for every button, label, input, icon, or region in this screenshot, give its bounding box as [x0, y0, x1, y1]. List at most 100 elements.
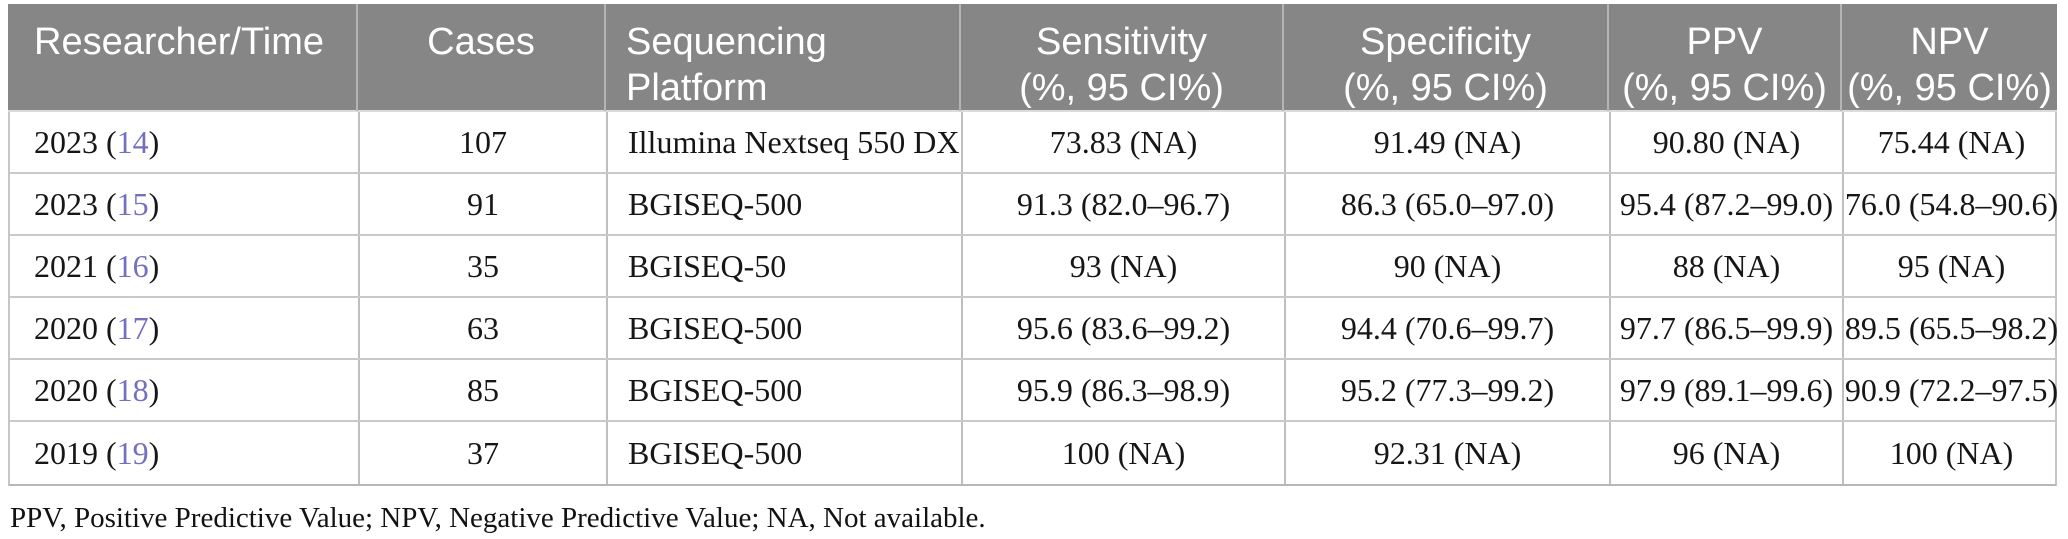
citation-close-paren: )	[148, 372, 160, 408]
column-header-line: NPV	[1910, 21, 1989, 63]
cell-npv: 100 (NA)	[1842, 422, 2059, 484]
column-header-line: Platform	[626, 67, 768, 109]
row-year: 2023	[34, 186, 98, 222]
cell-ppv: 97.9 (89.1–99.6)	[1609, 360, 1842, 420]
cell-sensitivity: 91.3 (82.0–96.7)	[961, 174, 1284, 234]
citation-open-paren: (	[98, 124, 117, 160]
citation-open-paren: (	[98, 372, 117, 408]
cell-npv: 76.0 (54.8–90.6)	[1842, 174, 2059, 234]
cell-researcher-time: 2020 (18)	[10, 360, 358, 420]
cell-specificity: 94.4 (70.6–99.7)	[1284, 298, 1609, 358]
citation-close-paren: )	[148, 310, 160, 346]
cell-sequencing-platform: BGISEQ-500	[606, 422, 961, 484]
row-year: 2019	[34, 435, 98, 471]
column-header-line: Sensitivity	[1035, 21, 1208, 63]
citation-link[interactable]: 17	[116, 310, 149, 346]
table-row: 2023 (14) 107 Illumina Nextseq 550 DX 73…	[10, 112, 2055, 174]
cell-npv: 75.44 (NA)	[1842, 112, 2059, 172]
cell-ppv: 96 (NA)	[1609, 422, 1842, 484]
cell-npv: 89.5 (65.5–98.2)	[1842, 298, 2059, 358]
cell-specificity: 91.49 (NA)	[1284, 112, 1609, 172]
column-header-line: (%, 95 CI%)	[1622, 67, 1827, 109]
cell-researcher-time: 2023 (15)	[10, 174, 358, 234]
cell-specificity: 86.3 (65.0–97.0)	[1284, 174, 1609, 234]
researcher-time-text: 2020 (17)	[34, 310, 159, 346]
cell-researcher-time: 2019 (19)	[10, 422, 358, 484]
cell-sensitivity: 95.6 (83.6–99.2)	[961, 298, 1284, 358]
cell-cases: 63	[358, 298, 606, 358]
researcher-time-text: 2019 (19)	[34, 435, 159, 471]
table-header-row: Researcher/Time Cases Sequencing Platform…	[8, 4, 2057, 112]
citation-close-paren: )	[148, 248, 160, 284]
table-body: 2023 (14) 107 Illumina Nextseq 550 DX 73…	[8, 112, 2058, 486]
cell-specificity: 92.31 (NA)	[1284, 422, 1609, 484]
cell-researcher-time: 2021 (16)	[10, 236, 358, 296]
row-year: 2023	[34, 124, 98, 160]
column-header-line: (%, 95 CI%)	[1847, 67, 2052, 109]
cell-sensitivity: 73.83 (NA)	[961, 112, 1284, 172]
table-row: 2020 (18) 85 BGISEQ-500 95.9 (86.3–98.9)…	[10, 360, 2058, 422]
researcher-time-text: 2023 (15)	[34, 186, 159, 222]
cell-ppv: 88 (NA)	[1609, 236, 1842, 296]
citation-link[interactable]: 16	[116, 248, 149, 284]
researcher-time-text: 2020 (18)	[34, 372, 159, 408]
cell-ppv: 90.80 (NA)	[1609, 112, 1842, 172]
citation-link[interactable]: 14	[116, 124, 149, 160]
cell-sequencing-platform: BGISEQ-500	[606, 174, 961, 234]
citation-close-paren: )	[148, 124, 160, 160]
citation-open-paren: (	[98, 435, 117, 471]
citation-close-paren: )	[148, 186, 160, 222]
cell-cases: 85	[358, 360, 606, 420]
cell-sensitivity: 93 (NA)	[961, 236, 1284, 296]
citation-link[interactable]: 18	[116, 372, 149, 408]
cell-specificity: 90 (NA)	[1284, 236, 1609, 296]
study-results-table-figure: Researcher/Time Cases Sequencing Platform…	[8, 4, 2058, 535]
cell-npv: 95 (NA)	[1842, 236, 2059, 296]
column-header-researcher-time: Researcher/Time	[8, 4, 356, 111]
cell-sensitivity: 100 (NA)	[961, 422, 1284, 484]
table-row: 2020 (17) 63 BGISEQ-500 95.6 (83.6–99.2)…	[10, 298, 2058, 360]
cell-cases: 37	[358, 422, 606, 484]
column-header-specificity: Specificity (%, 95 CI%)	[1282, 4, 1607, 111]
column-header-cases: Cases	[356, 4, 604, 111]
table-row: 2021 (16) 35 BGISEQ-50 93 (NA) 90 (NA) 8…	[10, 236, 2055, 298]
cell-ppv: 95.4 (87.2–99.0)	[1609, 174, 1842, 234]
table-row: 2023 (15) 91 BGISEQ-500 91.3 (82.0–96.7)…	[10, 174, 2058, 236]
cell-sequencing-platform: Illumina Nextseq 550 DX	[606, 112, 961, 172]
cell-cases: 91	[358, 174, 606, 234]
citation-open-paren: (	[98, 186, 117, 222]
cell-sequencing-platform: BGISEQ-50	[606, 236, 961, 296]
column-header-line: Sequencing	[626, 21, 827, 63]
researcher-time-text: 2021 (16)	[34, 248, 159, 284]
row-year: 2020	[34, 372, 98, 408]
citation-open-paren: (	[98, 248, 117, 284]
cell-specificity: 95.2 (77.3–99.2)	[1284, 360, 1609, 420]
cell-sequencing-platform: BGISEQ-500	[606, 360, 961, 420]
column-header-line: Cases	[427, 21, 535, 63]
researcher-time-text: 2023 (14)	[34, 124, 159, 160]
citation-close-paren: )	[148, 435, 160, 471]
table-footnote: PPV, Positive Predictive Value; NPV, Neg…	[10, 502, 986, 534]
column-header-line: Researcher/Time	[34, 21, 325, 63]
column-header-ppv: PPV (%, 95 CI%)	[1607, 4, 1840, 111]
column-header-line: Specificity	[1359, 21, 1532, 63]
citation-link[interactable]: 19	[116, 435, 149, 471]
column-header-line: PPV	[1686, 21, 1763, 63]
cell-cases: 35	[358, 236, 606, 296]
row-year: 2021	[34, 248, 98, 284]
cell-cases: 107	[358, 112, 606, 172]
column-header-sequencing-platform: Sequencing Platform	[604, 4, 959, 111]
table-row: 2019 (19) 37 BGISEQ-500 100 (NA) 92.31 (…	[10, 422, 2055, 484]
citation-open-paren: (	[98, 310, 117, 346]
cell-sensitivity: 95.9 (86.3–98.9)	[961, 360, 1284, 420]
column-header-npv: NPV (%, 95 CI%)	[1840, 4, 2057, 111]
column-header-line: (%, 95 CI%)	[1019, 67, 1224, 109]
cell-researcher-time: 2020 (17)	[10, 298, 358, 358]
cell-sequencing-platform: BGISEQ-500	[606, 298, 961, 358]
citation-link[interactable]: 15	[116, 186, 149, 222]
cell-ppv: 97.7 (86.5–99.9)	[1609, 298, 1842, 358]
column-header-sensitivity: Sensitivity (%, 95 CI%)	[959, 4, 1282, 111]
cell-researcher-time: 2023 (14)	[10, 112, 358, 172]
row-year: 2020	[34, 310, 98, 346]
cell-npv: 90.9 (72.2–97.5)	[1842, 360, 2059, 420]
